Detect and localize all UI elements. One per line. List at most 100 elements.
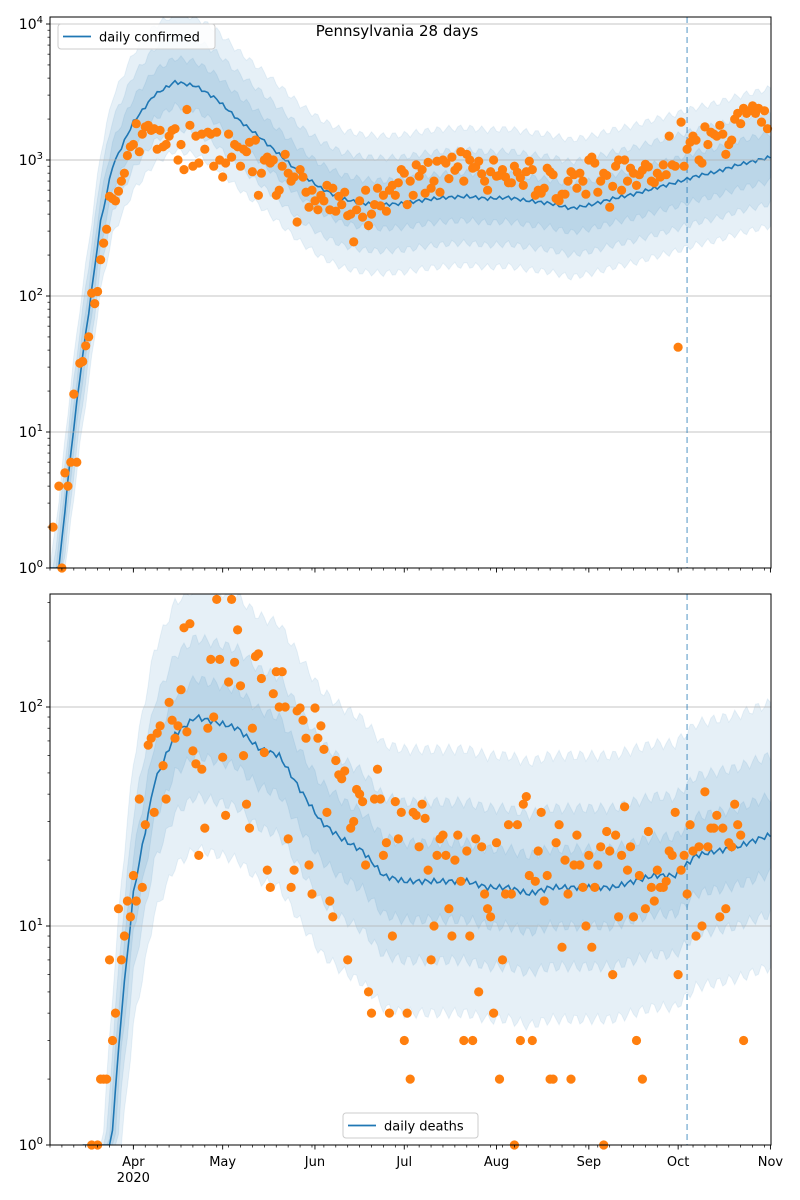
- y-tick-label: 101: [19, 917, 43, 935]
- observed-point: [304, 860, 314, 870]
- observed-point: [146, 733, 156, 743]
- observed-point: [289, 172, 299, 182]
- observed-point: [700, 787, 710, 797]
- observed-point: [113, 186, 124, 196]
- x-tick-label: Aug: [484, 1155, 509, 1170]
- observed-point: [48, 522, 58, 532]
- observed-point: [497, 955, 508, 965]
- observed-point: [489, 155, 499, 165]
- observed-point: [727, 135, 737, 145]
- observed-point: [527, 1035, 537, 1046]
- observed-point: [209, 161, 219, 171]
- observed-point: [128, 139, 138, 150]
- observed-point: [355, 196, 365, 206]
- observed-point: [459, 176, 469, 186]
- observed-point: [313, 733, 323, 743]
- observed-point: [161, 794, 171, 804]
- observed-point: [676, 117, 686, 127]
- observed-point: [116, 176, 126, 186]
- observed-point: [396, 807, 406, 818]
- observed-point: [96, 255, 106, 265]
- observed-point: [646, 882, 657, 893]
- observed-point: [274, 185, 284, 195]
- observed-point: [521, 792, 531, 802]
- observed-point: [176, 139, 186, 150]
- observed-point: [375, 794, 385, 804]
- observed-point: [483, 185, 493, 195]
- observed-point: [438, 830, 448, 840]
- x-tick-label: May: [209, 1155, 236, 1170]
- observed-point: [634, 870, 645, 881]
- observed-point: [679, 850, 689, 861]
- observed-point: [560, 855, 570, 865]
- observed-point: [432, 850, 442, 861]
- observed-point: [423, 157, 433, 167]
- observed-point: [712, 810, 722, 821]
- observed-point: [402, 200, 412, 210]
- observed-point: [375, 201, 385, 211]
- observed-point: [685, 820, 695, 830]
- observed-point: [295, 165, 305, 175]
- observed-point: [673, 342, 683, 352]
- observed-point: [286, 882, 296, 893]
- observed-point: [480, 889, 490, 899]
- observed-point: [703, 842, 713, 852]
- y-tick-label: 102: [19, 698, 43, 716]
- legend: daily deaths: [342, 1112, 479, 1139]
- observed-point: [429, 176, 439, 186]
- observed-point: [197, 764, 207, 774]
- observed-point: [679, 161, 689, 171]
- observed-point: [221, 158, 231, 168]
- observed-point: [727, 842, 737, 852]
- observed-point: [518, 180, 528, 190]
- observed-point: [497, 165, 508, 175]
- observed-point: [625, 842, 636, 852]
- observed-point: [489, 1008, 499, 1018]
- observed-point: [277, 667, 287, 677]
- observed-point: [721, 904, 731, 914]
- observed-point: [584, 850, 594, 861]
- axes-frame: [49, 16, 772, 569]
- observed-point: [337, 200, 347, 210]
- observed-point: [250, 135, 260, 145]
- observed-point: [116, 955, 126, 965]
- observed-point: [322, 807, 332, 818]
- observed-point: [715, 120, 725, 130]
- observed-point: [399, 168, 409, 178]
- observed-point: [694, 842, 704, 852]
- observed-point: [709, 823, 719, 833]
- observed-point: [608, 970, 618, 980]
- observed-point: [372, 183, 383, 193]
- observed-point: [539, 896, 549, 906]
- observed-point: [262, 865, 272, 875]
- observed-point: [557, 942, 567, 952]
- confidence-band-1: [82, 633, 771, 1145]
- observed-point: [390, 797, 400, 807]
- legend-box: [342, 1112, 479, 1139]
- observed-point: [381, 206, 391, 216]
- observed-point: [268, 155, 278, 165]
- x-tick-label: Jun: [304, 1155, 325, 1170]
- observed-point: [134, 147, 144, 157]
- observed-point: [759, 106, 770, 116]
- observed-point: [119, 168, 129, 178]
- observed-point: [152, 728, 162, 738]
- y-tick-label: 104: [19, 15, 43, 33]
- observed-point: [474, 987, 484, 997]
- observed-point: [179, 165, 189, 175]
- observed-point: [450, 855, 460, 865]
- observed-point: [331, 206, 341, 216]
- observed-point: [429, 921, 439, 931]
- observed-point: [140, 820, 150, 830]
- observed-point: [384, 1008, 394, 1018]
- observed-point: [718, 129, 728, 139]
- observed-point: [465, 931, 475, 941]
- observed-point: [164, 697, 174, 708]
- observed-point: [703, 139, 713, 150]
- observed-point: [477, 169, 487, 179]
- observed-point: [524, 870, 534, 881]
- observed-point: [608, 181, 618, 191]
- observed-point: [381, 838, 391, 848]
- observed-point: [209, 712, 219, 722]
- observed-point: [611, 830, 621, 840]
